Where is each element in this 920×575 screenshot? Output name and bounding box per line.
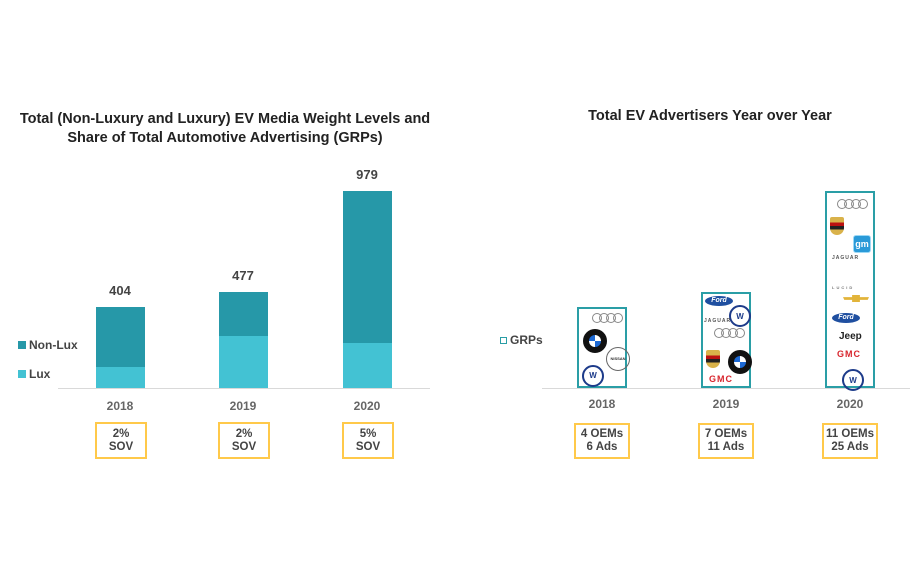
oem-box-2020: 11 OEMs 25 Ads xyxy=(822,423,878,459)
ford-logo: Ford xyxy=(705,296,733,306)
volkswagen-logo: W xyxy=(582,364,604,387)
oem-count: 11 OEMs xyxy=(826,428,874,440)
legend-label: Lux xyxy=(29,367,51,381)
sov-label: SOV xyxy=(231,440,257,453)
sov-box-2020: 5% SOV xyxy=(342,422,394,459)
gmc-logo: GMC xyxy=(709,374,733,384)
bar-lux-2020 xyxy=(343,342,392,388)
total-label-2018: 404 xyxy=(109,282,131,298)
sov-label: SOV xyxy=(355,440,381,453)
sov-label: SOV xyxy=(108,440,134,453)
legend-lux: Lux xyxy=(18,367,50,381)
bar-non-lux-2018 xyxy=(96,306,145,368)
left-x-axis xyxy=(58,388,430,389)
x-tick-2018: 2018 xyxy=(588,397,616,411)
x-tick-2019: 2019 xyxy=(229,399,257,413)
bar-non-lux-2020 xyxy=(343,191,392,343)
grp-bar-2018: NISSAN W xyxy=(577,306,630,388)
legend-label: GRPs xyxy=(510,333,543,347)
legend-grps: GRPs xyxy=(500,333,543,347)
legend-swatch-non-lux xyxy=(18,341,26,349)
chevrolet-logo xyxy=(843,295,869,302)
legend-non-lux: Non-Lux xyxy=(18,338,78,352)
grp-bar-2020: gm JAGUAR LUCID Ford Jeep GMC W xyxy=(825,191,875,391)
nissan-logo: NISSAN xyxy=(606,346,630,371)
oem-count: 7 OEMs xyxy=(704,428,748,440)
gm-logo: gm xyxy=(853,235,871,253)
legend-label: Non-Lux xyxy=(29,338,78,352)
x-tick-2020: 2020 xyxy=(353,399,381,413)
x-tick-2018: 2018 xyxy=(106,399,134,413)
left-chart-title: Total (Non-Luxury and Luxury) EV Media W… xyxy=(19,111,431,146)
bar-lux-2018 xyxy=(96,367,145,388)
ford-logo: Ford xyxy=(832,313,860,323)
lucid-logo: LUCID xyxy=(832,285,855,290)
gmc-logo: GMC xyxy=(837,349,861,359)
jeep-logo: Jeep xyxy=(839,331,862,342)
audi-logo xyxy=(592,312,623,325)
volkswagen-logo: W xyxy=(842,369,864,391)
porsche-logo xyxy=(706,350,720,368)
right-chart-title: Total EV Advertisers Year over Year xyxy=(588,108,832,124)
audi-logo xyxy=(837,199,868,211)
ad-count: 11 Ads xyxy=(707,441,745,453)
sov-box-2019: 2% SOV xyxy=(218,422,270,459)
total-label-2020: 979 xyxy=(356,167,378,182)
sov-value: 2% xyxy=(112,427,130,440)
porsche-logo xyxy=(830,217,844,235)
bar-non-lux-2019 xyxy=(219,292,268,337)
grp-bar-2019: Ford W JAGUAR GMC xyxy=(701,292,752,388)
audi-logo xyxy=(714,328,745,340)
oem-box-2019: 7 OEMs 11 Ads xyxy=(698,423,754,459)
sov-box-2018: 2% SOV xyxy=(95,422,147,459)
jaguar-logo: JAGUAR xyxy=(832,255,860,261)
ad-count: 25 Ads xyxy=(831,441,869,453)
legend-swatch-lux xyxy=(18,370,26,378)
legend-swatch-grps xyxy=(500,336,507,344)
right-x-axis xyxy=(542,388,910,389)
ad-count: 6 Ads xyxy=(586,441,618,453)
sov-value: 5% xyxy=(359,427,377,440)
oem-count: 4 OEMs xyxy=(580,428,624,440)
jaguar-logo: JAGUAR xyxy=(704,318,732,324)
bmw-logo xyxy=(728,350,752,374)
volkswagen-logo: W xyxy=(729,305,751,327)
bar-lux-2019 xyxy=(219,336,268,388)
x-tick-2020: 2020 xyxy=(836,397,864,411)
sov-value: 2% xyxy=(235,427,253,440)
oem-box-2018: 4 OEMs 6 Ads xyxy=(574,423,630,459)
total-label-2019: 477 xyxy=(232,268,254,283)
x-tick-2019: 2019 xyxy=(712,397,740,411)
bmw-logo xyxy=(583,328,607,353)
